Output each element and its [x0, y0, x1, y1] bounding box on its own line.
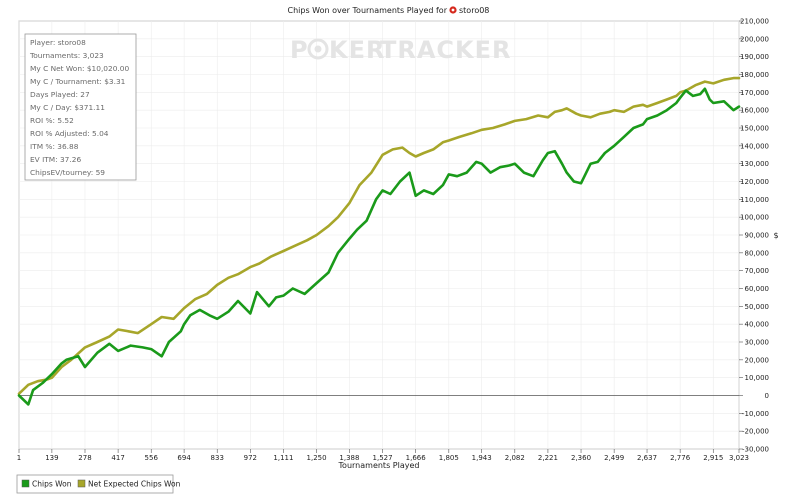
y-tick-label: 0 — [765, 392, 769, 400]
y-tick-label: 60,000 — [745, 285, 770, 293]
pokerstars-icon — [449, 6, 457, 14]
y-tick-label: 200,000 — [740, 35, 769, 43]
stats-line: My C / Day: $371.11 — [30, 103, 105, 112]
x-tick-label: 2,915 — [703, 454, 723, 462]
stats-line: ChipsEV/tourney: 59 — [30, 168, 105, 177]
y-tick-label: 40,000 — [745, 321, 770, 329]
y-tick-label: 70,000 — [745, 267, 770, 275]
y-tick-label: 160,000 — [740, 107, 769, 115]
y-tick-label: 190,000 — [740, 53, 769, 61]
series-lines — [17, 76, 741, 406]
x-tick-label: 2,360 — [571, 454, 591, 462]
y-tick-label: 10,000 — [745, 374, 770, 382]
y-tick-label: 130,000 — [740, 160, 769, 168]
stats-line: My C Net Won: $10,020.00 — [30, 64, 129, 73]
stats-line: ROI % Adjusted: 5.04 — [30, 129, 109, 138]
stats-line: My C / Tournament: $3.31 — [30, 77, 126, 86]
x-tick-label: 1,250 — [307, 454, 327, 462]
stats-line: Player: storo08 — [30, 38, 86, 47]
stats-line: Days Played: 27 — [30, 90, 90, 99]
y-tick-label: 50,000 — [745, 303, 770, 311]
y-tick-label: 90,000 — [745, 232, 770, 240]
y-tick-label: -20,000 — [742, 428, 769, 436]
stats-line: ITM %: 36.88 — [30, 142, 79, 151]
x-tick-label: 3,023 — [729, 454, 749, 462]
y-tick-label: 170,000 — [740, 89, 769, 97]
watermark-ker: KER — [329, 36, 385, 64]
y-tick-label: -30,000 — [742, 446, 769, 454]
x-tick-label: 694 — [177, 454, 191, 462]
pokertracker-watermark: P KER TRACKER — [290, 36, 512, 64]
stats-line: Tournaments: 3,023 — [29, 51, 104, 60]
y-tick-label: 100,000 — [740, 214, 769, 222]
x-tick-label: 1,111 — [273, 454, 293, 462]
chart-title: Chips Won over Tournaments Played for — [288, 6, 448, 15]
x-tick-label: 833 — [211, 454, 224, 462]
x-tick-label: 2,221 — [538, 454, 558, 462]
x-tick-label: 2,776 — [670, 454, 691, 462]
y-tick-label: 120,000 — [740, 178, 769, 186]
x-tick-label: 1 — [17, 454, 21, 462]
stats-box-frame — [24, 33, 137, 181]
y-tick-label: 20,000 — [745, 356, 770, 364]
legend-swatch — [77, 479, 86, 488]
legend-swatch — [21, 479, 30, 488]
x-tick-label: 417 — [111, 454, 124, 462]
y-tick-label: -10,000 — [742, 410, 769, 418]
watermark-tracker: TRACKER — [380, 36, 512, 64]
y-axis-title: $ — [773, 231, 778, 240]
x-tick-label: 278 — [78, 454, 91, 462]
y-tick-label: 210,000 — [740, 18, 769, 26]
x-axis-title: Tournaments Played — [338, 461, 420, 470]
x-tick-label: 972 — [244, 454, 257, 462]
x-tick-label: 2,499 — [604, 454, 624, 462]
spade-chip-icon — [307, 38, 329, 60]
legend-label: Net Expected Chips Won — [88, 480, 181, 489]
x-tick-label: 1,666 — [406, 454, 427, 462]
grid — [18, 20, 740, 450]
y-tick-label: 150,000 — [740, 125, 769, 133]
x-tick-label: 1,943 — [472, 454, 492, 462]
y-tick-label: 140,000 — [740, 142, 769, 150]
watermark-p: P — [290, 36, 309, 64]
y-tick-label: 30,000 — [745, 339, 770, 347]
stats-line: ROI %: 5.52 — [30, 116, 74, 125]
x-tick-label: 1,527 — [373, 454, 393, 462]
y-axis-ticks: 210,000 200,000 190,000 180,000 170,000 160,0… — [739, 18, 769, 454]
x-tick-label: 2,637 — [637, 454, 657, 462]
y-tick-label: 80,000 — [745, 249, 770, 257]
x-tick-label: 556 — [145, 454, 159, 462]
legend: Chips Won Net Expected Chips Won — [16, 474, 181, 494]
y-tick-label: 110,000 — [740, 196, 769, 204]
x-axis-ticks: 1 139 278 417 556 694 833 972 1,111 1,250 1,388 1,5… — [17, 449, 749, 462]
x-tick-label: 2,082 — [505, 454, 525, 462]
x-tick-label: 139 — [45, 454, 58, 462]
series-net-expected-chips-won — [17, 76, 741, 396]
legend-frame — [16, 474, 174, 494]
stats-box: Player: storo08 Tournaments: 3,023 My C Ne… — [24, 33, 137, 181]
legend-label: Chips Won — [32, 480, 72, 489]
x-tick-label: 1,805 — [439, 454, 459, 462]
y-tick-label: 180,000 — [740, 71, 769, 79]
series-chips-won — [17, 87, 741, 406]
stats-line: EV ITM: 37.26 — [30, 155, 81, 164]
chart-title-player: storo08 — [459, 6, 489, 15]
x-tick-label: 1,388 — [339, 454, 359, 462]
